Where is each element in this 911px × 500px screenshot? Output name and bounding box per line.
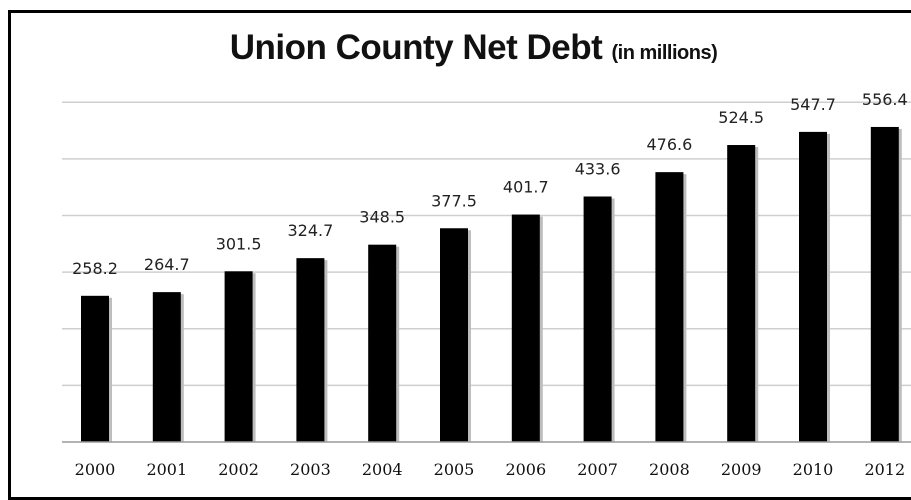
x-tick-2006: 2006 [505,460,546,479]
bar-2009 [727,145,756,442]
x-tick-2005: 2005 [434,460,475,479]
value-label-2004: 348.5 [359,208,405,227]
value-label-2000: 258.2 [72,259,118,278]
x-tick-2000: 2000 [75,460,116,479]
bar-2001 [152,292,181,442]
bar-2003 [296,258,325,442]
x-tick-2002: 2002 [218,460,259,479]
value-label-2005: 377.5 [431,191,477,210]
value-label-2007: 433.6 [575,159,621,178]
title-subtitle: (in millions) [611,42,718,64]
bar-2006 [511,214,540,442]
chart-title: Union County Net Debt (in millions) [18,28,911,68]
bars [81,126,902,443]
bar-2012 [870,126,899,443]
x-tick-2004: 2004 [362,460,403,479]
x-tick-2008: 2008 [649,460,690,479]
value-label-2008: 476.6 [646,135,692,154]
title-text: Union County Net Debt [229,28,603,67]
value-label-2006: 401.7 [503,178,549,197]
bar-2005 [440,228,468,442]
x-tick-2010: 2010 [793,460,834,479]
x-tick-labels: 2000 2001 2002 2003 2004 2005 2006 2007 2008 2009… [75,460,906,479]
bar-2000 [81,295,109,442]
bar-2008 [655,172,684,442]
bar-2007 [583,196,612,442]
value-label-2012: 556.4 [862,90,908,109]
value-label-2010: 547.7 [790,95,836,114]
value-label-2009: 524.5 [718,108,764,127]
gridlines [62,101,911,387]
x-tick-2007: 2007 [577,460,618,479]
bar-2004 [368,244,397,442]
x-tick-2012: 2012 [864,460,905,479]
x-tick-2009: 2009 [721,460,762,479]
bar-2002 [224,271,253,442]
x-tick-2001: 2001 [146,460,187,479]
x-tick-2003: 2003 [290,460,331,479]
value-label-2002: 301.5 [216,234,262,253]
value-label-2001: 264.7 [144,255,190,274]
value-label-2003: 324.7 [287,221,333,240]
bar-2010 [799,131,827,442]
value-labels: 258.2 264.7 301.5 324.7 348.5 377.5 401.7 433.6… [72,90,908,278]
